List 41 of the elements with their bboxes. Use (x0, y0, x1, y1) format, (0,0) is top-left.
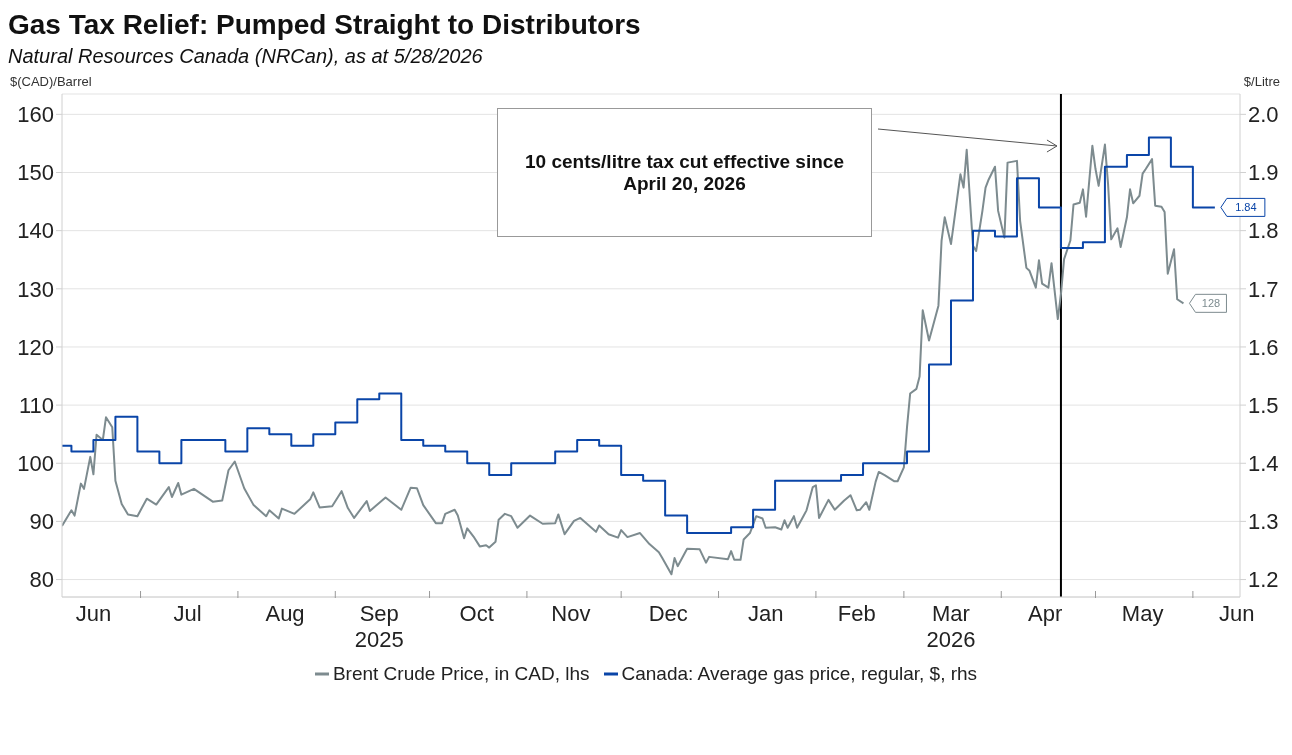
x-tick-label: Oct (459, 601, 494, 626)
x-tick-label: May (1121, 601, 1164, 626)
x-tick-label: Apr (1028, 601, 1063, 626)
y-tick-label: 120 (17, 334, 54, 360)
y-tick-label: 130 (17, 276, 54, 302)
y2-tick-label: 1.5 (1248, 392, 1279, 418)
y2-tick-label: 1.7 (1248, 276, 1279, 302)
y2-tick-label: 1.2 (1248, 567, 1279, 593)
y-axis-title: $(CAD)/Barrel (10, 74, 92, 89)
annotation: 10 cents/litre tax cut effective since April 20, 2026 (524, 150, 845, 195)
x-tick-label: Jan (747, 601, 784, 626)
legend-label: Canada: Average gas price, regular, $, rhs (621, 663, 978, 685)
y2-axis-title: $/Litre (1243, 74, 1280, 89)
chart-subtitle: Natural Resources Canada (NRCan), as at 5/28/2026 (8, 44, 484, 69)
y2-tick-label: 1.4 (1248, 451, 1279, 477)
y-tick-label: 150 (17, 160, 54, 186)
legend-label: Brent Crude Price, in CAD, lhs (332, 663, 590, 685)
callout-box: 10 cents/litre tax cut effective since April 20, 2026 (497, 108, 872, 237)
y-tick-label: 90 (29, 509, 54, 535)
y2-tick-label: 1.6 (1248, 334, 1279, 360)
y-tick-label: 160 (17, 102, 54, 128)
y2-tick-label: 2.0 (1248, 102, 1279, 128)
x-tick-label: Jun (75, 601, 112, 626)
y-tick-label: 100 (17, 451, 54, 477)
chart-title: Gas Tax Relief: Pumped Straight to Distributors (8, 8, 642, 42)
data-label: 1.84 (1235, 201, 1257, 214)
y-tick-label: 140 (17, 218, 54, 244)
y2-tick-label: 1.3 (1248, 509, 1279, 535)
y2-tick-label: 1.8 (1248, 218, 1279, 244)
y-tick-label: 110 (18, 392, 54, 418)
data-label: 128 (1201, 297, 1221, 310)
y2-tick-label: 1.9 (1248, 160, 1279, 186)
x-tick-label: Dec (648, 601, 688, 626)
x-tick-label: Mar 2026 (926, 601, 976, 652)
x-tick-label: Nov (551, 601, 591, 626)
x-tick-label: Jul (173, 601, 202, 626)
x-tick-label: Jun (1219, 601, 1255, 626)
x-tick-label: Aug (265, 601, 305, 626)
x-tick-label: Sep 2025 (354, 601, 404, 652)
y-tick-label: 80 (29, 567, 54, 593)
x-tick-label: Feb (837, 601, 876, 626)
